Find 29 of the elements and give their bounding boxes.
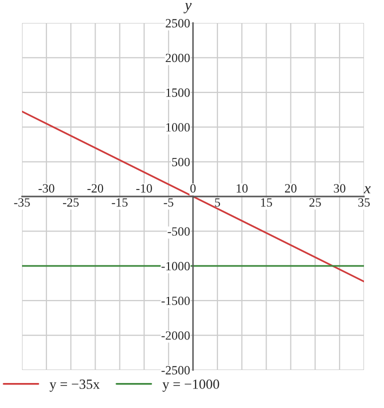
x2-tick-label: -20 [87,184,104,193]
x2-tick-label: 20 [285,184,296,193]
x-tick-label: 35 [358,198,370,207]
x2-tick-label: -30 [38,184,54,193]
y-tick-label: -1500 [162,296,190,306]
legend-label: y = −35x [50,380,100,392]
y-tick-label: 2000 [166,54,190,62]
y-tick-label: 500 [172,158,190,166]
x-tick-label: -25 [62,198,79,207]
y-tick-label: -1000 [162,262,190,270]
x-tick-label: 5 [215,198,220,207]
x2-tick-label: 30 [334,184,346,193]
x-tick-label: -5 [164,198,174,207]
y-tick-label: -500 [168,227,190,236]
x-tick-label: 25 [309,198,321,207]
x-tick-label: -35 [14,198,30,207]
y-tick-label: 1000 [166,123,190,132]
x2-tick-label: 0 [190,184,196,193]
x2-tick-label: 10 [236,184,248,193]
x-tick-label: -15 [112,198,128,207]
y-tick-label: -2500 [162,366,190,374]
y-tick-label: 2500 [166,19,190,28]
x2-tick-label: -10 [136,184,152,193]
y-tick-label: 1500 [166,88,190,97]
x-tick-label: 15 [261,198,272,207]
legend-label: y = −1000 [162,380,220,392]
y-tick-label: -2000 [162,331,190,340]
x-axis-title: x [364,186,371,194]
y-axis-title: y [184,2,192,14]
